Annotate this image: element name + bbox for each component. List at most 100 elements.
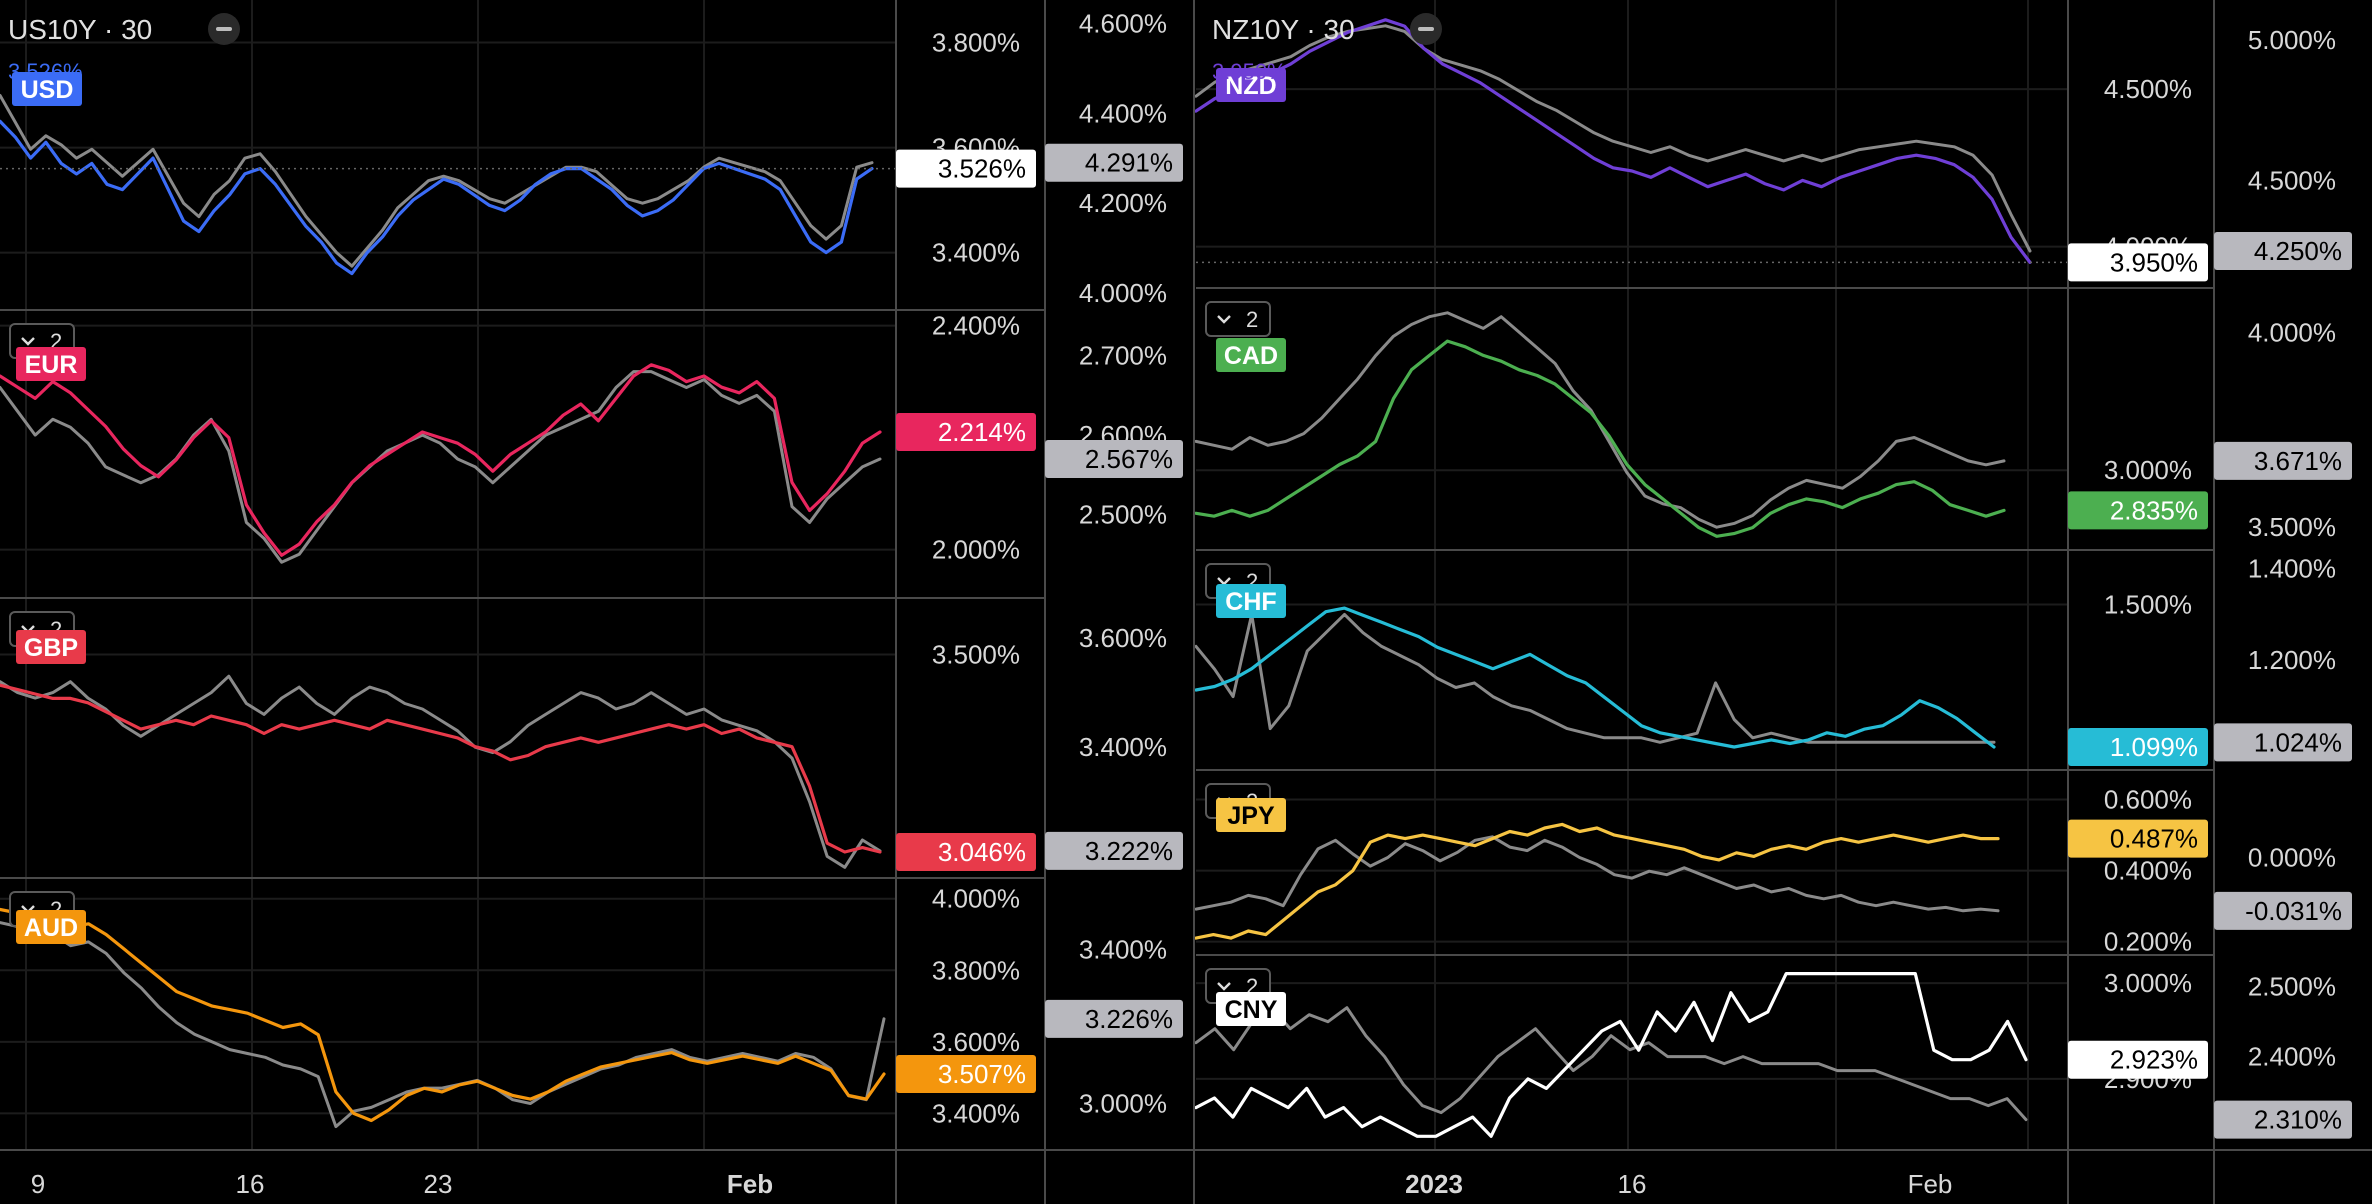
compare-value-badge: 2.567%: [1045, 439, 1183, 478]
currency-label-bg: [1216, 992, 1286, 1026]
currency-label-text: AUD: [24, 914, 78, 942]
currency-label: AUD: [16, 910, 86, 944]
main-series-line: [1194, 18, 2032, 264]
outer-scale-tick: 2.400%: [2248, 1042, 2336, 1072]
currency-label-bg: [16, 630, 86, 664]
inner-scale-tick: 4.500%: [2104, 74, 2192, 104]
currency-label-bg: [1216, 798, 1286, 832]
inner-scale-tick: 3.600%: [932, 1027, 1020, 1057]
compare-value-badge-text: 4.291%: [1085, 148, 1173, 178]
left-price-label: 3.526%: [8, 59, 83, 84]
compare-value-badge-text: 3.222%: [1085, 836, 1173, 866]
main-value-badge-text: 3.507%: [938, 1059, 1026, 1089]
currency-label: CHF: [1216, 584, 1286, 618]
currency-label: JPY: [1216, 798, 1286, 832]
currency-label-text: CHF: [1225, 588, 1276, 616]
outer-scale-tick: 4.600%: [1079, 8, 1167, 38]
currency-label: CNY: [1216, 992, 1286, 1026]
inner-scale-tick: 2.400%: [932, 311, 1020, 341]
outer-scale-tick: 4.400%: [1079, 98, 1167, 128]
compare-series-line: [0, 370, 882, 564]
inner-scale-tick: 3.800%: [932, 955, 1020, 985]
compare-series-line: [1194, 612, 1996, 744]
main-series-line: [1194, 822, 2000, 940]
pane-collapse-toggle[interactable]: 2: [1205, 301, 1271, 337]
compare-value-badge: 3.222%: [1045, 831, 1183, 870]
currency-label-text: JPY: [1227, 802, 1275, 830]
right-collapse-button[interactable]: [1410, 13, 1442, 45]
main-value-badge-text: 2.214%: [938, 417, 1026, 447]
main-value-badge-bg: [2068, 819, 2208, 858]
main-series-line: [0, 363, 882, 557]
outer-scale-tick: 1.200%: [2248, 645, 2336, 675]
main-value-badge-bg: [896, 1055, 1036, 1094]
outer-scale-tick: 4.000%: [2248, 317, 2336, 347]
currency-label: USD: [12, 72, 82, 106]
compare-value-badge: 4.291%: [1045, 143, 1183, 182]
compare-value-badge: 3.226%: [1045, 999, 1183, 1038]
currency-label: NZD: [1216, 68, 1286, 102]
outer-scale-tick: 3.600%: [1079, 623, 1167, 653]
left-symbol-title: US10Y · 30: [8, 14, 152, 45]
compare-series-line: [1194, 835, 2000, 913]
main-series-line: [0, 907, 886, 1123]
inner-scale-tick: 4.000%: [932, 884, 1020, 914]
compare-value-badge: 2.310%: [2214, 1100, 2352, 1139]
compare-series-line: [0, 674, 882, 869]
outer-scale-tick: 4.200%: [1079, 188, 1167, 218]
inner-scale-tick: 2.000%: [932, 535, 1020, 565]
currency-label-text: EUR: [25, 351, 78, 379]
inner-scale-tick: 3.500%: [932, 640, 1020, 670]
time-axis: 9 16 23 Feb 2023 16 Feb: [31, 1169, 1953, 1199]
main-value-badge-bg: [2068, 491, 2208, 530]
right-time-tick: 2023: [1405, 1169, 1463, 1199]
compare-value-badge-text: 3.226%: [1085, 1004, 1173, 1034]
left-time-tick: 16: [236, 1169, 265, 1199]
outer-scale-tick: 2.700%: [1079, 341, 1167, 371]
compare-value-badge-text: 2.567%: [1085, 444, 1173, 474]
outer-scale-tick: 5.000%: [2248, 25, 2336, 55]
inner-scale-tick: 1.500%: [2104, 590, 2192, 620]
main-value-badge: 3.526%: [896, 149, 1036, 188]
right-time-tick: Feb: [1908, 1169, 1953, 1199]
collapse-toggle-box: [1205, 301, 1271, 337]
main-series-line: [1194, 971, 2028, 1138]
outer-scale-tick: 3.400%: [1079, 935, 1167, 965]
main-series-line: [1194, 339, 2006, 538]
main-value-badge-text: 1.099%: [2110, 732, 2198, 762]
compare-value-badge-bg: [2214, 723, 2352, 762]
left-time-tick: Feb: [727, 1169, 773, 1199]
main-value-badge-bg: [2068, 728, 2208, 767]
hud-layer: US10Y · 30 3.526% NZ10Y · 30 3.950%: [8, 13, 1442, 84]
left-collapse-button[interactable]: [208, 13, 240, 45]
compare-series-line: [0, 93, 874, 268]
main-value-badge-text: 0.487%: [2110, 824, 2198, 854]
main-value-badge-text: 2.923%: [2110, 1045, 2198, 1075]
compare-series-line: [1194, 1006, 2028, 1122]
outer-scale-tick: 4.500%: [2248, 166, 2336, 196]
inner-scale-tick: 3.000%: [2104, 968, 2192, 998]
main-value-badge: 2.923%: [2068, 1040, 2208, 1079]
main-value-badge-bg: [2068, 1040, 2208, 1079]
main-value-badge-bg: [2068, 243, 2208, 282]
inner-scale-tick: 3.000%: [2104, 455, 2192, 485]
left-time-tick: 23: [424, 1169, 453, 1199]
main-value-badge-text: 3.950%: [2110, 247, 2198, 277]
currency-label-bg: [16, 910, 86, 944]
main-value-badge-text: 3.526%: [938, 154, 1026, 184]
outer-scale-tick: 2.500%: [2248, 972, 2336, 1002]
currency-label: EUR: [16, 347, 86, 381]
plot-layer: USD2EUR2GBP2AUDNZD2CAD2CHF2JPY2CNY: [0, 18, 2214, 1138]
main-series-line: [1194, 606, 1996, 749]
compare-value-badge-text: 2.310%: [2254, 1105, 2342, 1135]
inner-scale-tick: 3.400%: [932, 1098, 1020, 1128]
main-value-badge-text: 3.046%: [938, 837, 1026, 867]
outer-scale-tick: 3.500%: [2248, 512, 2336, 542]
compare-value-badge-bg: [2214, 891, 2352, 930]
compare-value-badge: 4.250%: [2214, 232, 2352, 271]
minus-icon: [216, 27, 232, 31]
right-price-label: 3.950%: [1212, 59, 1287, 84]
